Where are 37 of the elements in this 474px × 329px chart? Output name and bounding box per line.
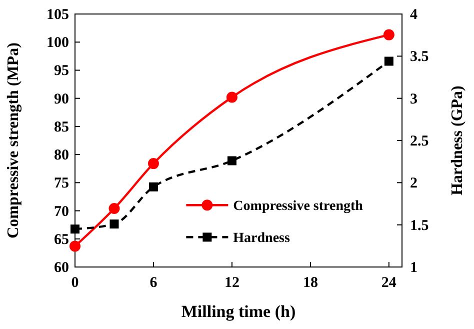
y-tick-label: 95	[54, 63, 69, 80]
y2-axis-title: Hardness (GPa)	[449, 86, 466, 196]
x-tick-label: 24	[381, 275, 397, 291]
y2-tick-label: 1.5	[410, 218, 429, 234]
y2-tick-label: 3	[410, 91, 418, 108]
x-tick-label: 0	[71, 275, 79, 291]
legend-label: Compressive strength	[233, 199, 364, 214]
y-tick-label: 70	[54, 204, 69, 220]
point	[148, 182, 158, 192]
x-tick-label: 18	[302, 275, 318, 291]
y-tick-label: 85	[54, 119, 69, 136]
y-tick-label: 65	[54, 232, 69, 248]
point	[383, 29, 394, 40]
x-tick-label: 12	[224, 275, 240, 291]
y-axis-title: Compressive strength (MPa)	[5, 42, 22, 238]
y-tick-label: 60	[54, 260, 69, 276]
point	[226, 92, 238, 103]
y2-tick-label: 4	[410, 7, 418, 23]
y2-tick-label: 2.5	[410, 134, 429, 150]
legend-label: Hardness	[233, 231, 291, 246]
point	[384, 56, 394, 66]
point	[108, 203, 120, 214]
x-axis-title: Milling time (h)	[181, 302, 296, 321]
y-tick-label: 80	[54, 148, 69, 164]
point	[70, 240, 80, 252]
y2-tick-label: 1	[410, 260, 418, 276]
point	[148, 158, 159, 170]
point	[110, 219, 119, 228]
y-tick-label: 75	[54, 176, 69, 192]
point	[70, 224, 80, 234]
point	[227, 156, 236, 166]
y-tick-label: 90	[54, 91, 69, 108]
x-tick-label: 6	[150, 275, 158, 291]
y2-tick-label: 2	[410, 176, 418, 192]
y-tick-label: 100	[46, 35, 69, 52]
y2-tick-label: 3.5	[410, 49, 429, 66]
y-tick-label: 105	[46, 7, 69, 23]
